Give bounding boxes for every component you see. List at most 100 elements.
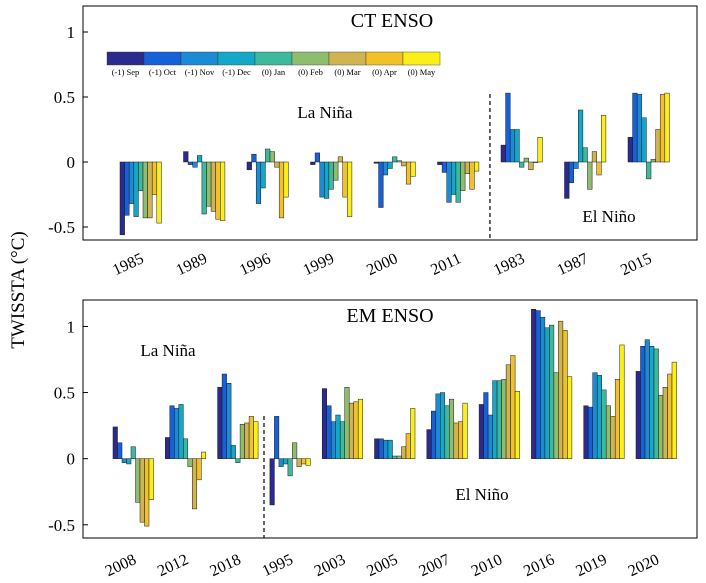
bar-2020-7 <box>662 387 668 459</box>
legend-swatch <box>106 51 145 66</box>
panel-ct-enso: -0.500.51 1985 1989 1996 1999 2000 2011 1983 19… <box>48 5 698 279</box>
bar-2008-3 <box>121 458 127 463</box>
bar-2008-5 <box>130 446 136 459</box>
bar-1999-5 <box>328 161 334 190</box>
legend-label: (0) Mar <box>334 67 360 77</box>
bar-2005-5 <box>392 455 398 459</box>
y-tick-label: 1 <box>67 23 76 42</box>
bar-2008-9 <box>148 458 154 500</box>
bar-1985-5 <box>138 161 144 191</box>
annotation-la-nina-em: La Niña <box>140 341 196 360</box>
bar-1989-2 <box>187 161 193 165</box>
bar-2000-9 <box>410 161 416 177</box>
bar-2000-5 <box>392 156 398 163</box>
bar-1999-3 <box>319 161 325 198</box>
x-tick-label: 2016 <box>521 551 557 580</box>
legend-swatch <box>180 51 219 66</box>
bar-2007-9 <box>462 402 468 459</box>
x-tick-label: 2018 <box>207 551 243 580</box>
annotation-la-nina-ct: La Niña <box>297 103 353 122</box>
bar-1996-7 <box>274 161 280 168</box>
bar-2015-2 <box>632 92 638 163</box>
bar-1983-5 <box>519 161 525 168</box>
bar-2007-3 <box>435 393 441 459</box>
panel-title-em-enso: EM ENSO <box>346 305 433 327</box>
bar-2012-9 <box>201 451 207 459</box>
bar-2011-6 <box>460 161 466 191</box>
legend-label: (0) Jan <box>262 67 286 77</box>
bar-1985-8 <box>151 161 158 195</box>
bar-1985-4 <box>133 161 139 217</box>
bar-1987-8 <box>596 161 602 176</box>
bar-2008-1 <box>112 426 118 459</box>
bar-1983-3 <box>509 129 516 163</box>
bar-2011-9 <box>474 161 480 172</box>
bar-1995-7 <box>296 458 302 467</box>
legend-label: (0) Apr <box>372 67 397 77</box>
bar-2003-3 <box>330 421 336 459</box>
bar-2018-8 <box>248 416 254 459</box>
bar-2015-5 <box>646 161 652 180</box>
bar-1996-8 <box>278 161 285 219</box>
bar-1987-6 <box>587 161 593 190</box>
bar-2016-5 <box>549 324 555 459</box>
bar-2007-5 <box>444 405 450 459</box>
bar-2003-6 <box>344 387 350 459</box>
annotation-el-nino-em: El Niño <box>455 485 508 504</box>
bar-1985-2 <box>124 161 130 216</box>
bar-2010-3 <box>487 414 493 459</box>
bars-ct-enso <box>119 92 670 236</box>
x-tick-label: 2007 <box>417 551 453 580</box>
bar-2008-8 <box>144 458 150 527</box>
bars-em-enso <box>112 309 677 527</box>
bar-1983-4 <box>514 129 520 163</box>
axes-frame-ct-enso <box>82 5 698 241</box>
bar-2015-1 <box>627 137 633 163</box>
bar-2012-7 <box>192 458 198 510</box>
bar-2007-8 <box>458 421 464 459</box>
legend-swatch <box>328 51 367 66</box>
bar-2005-9 <box>410 408 416 459</box>
bar-2011-7 <box>464 161 470 174</box>
bar-2008-4 <box>126 458 132 465</box>
bar-1987-5 <box>582 147 588 163</box>
bar-1995-4 <box>283 458 289 465</box>
bar-2018-1 <box>217 387 223 459</box>
y-tick-label: -0.5 <box>48 218 75 237</box>
bar-1996-5 <box>265 148 271 163</box>
x-tick-label: 2020 <box>626 551 662 580</box>
bar-1996-9 <box>283 161 289 198</box>
bar-2000-8 <box>405 161 412 185</box>
x-tick-label: 2015 <box>618 250 654 279</box>
bar-2018-6 <box>239 424 245 459</box>
panel-em-enso: -0.500.51 2008 2012 2018 1995 2003 2005 2007 20… <box>48 299 698 580</box>
bar-2000-2 <box>378 161 384 208</box>
bar-1983-9 <box>537 137 543 163</box>
bar-2007-1 <box>426 429 432 459</box>
bar-1995-6 <box>292 442 298 459</box>
bar-1999-1 <box>310 161 316 165</box>
x-tick-label: 1989 <box>174 250 210 279</box>
bar-2015-3 <box>636 94 643 163</box>
bar-1999-2 <box>314 152 320 163</box>
bar-1999-8 <box>342 161 348 198</box>
bar-1995-8 <box>301 458 307 465</box>
bar-2010-9 <box>514 390 520 459</box>
bar-2012-1 <box>165 437 171 459</box>
bar-1989-3 <box>192 161 198 168</box>
bar-2003-1 <box>321 388 327 459</box>
bar-1989-1 <box>183 151 189 163</box>
bar-1999-7 <box>337 156 343 163</box>
bar-2000-1 <box>373 161 379 164</box>
x-tick-label: 2011 <box>428 250 464 279</box>
bar-1985-7 <box>147 161 153 219</box>
legend-label: (0) Feb <box>298 67 323 77</box>
bar-2011-2 <box>441 161 447 173</box>
bar-2018-2 <box>221 373 227 459</box>
bar-2010-2 <box>483 392 489 459</box>
y-tick-label: 0 <box>67 450 76 469</box>
annotation-el-nino-ct: El Niño <box>582 207 635 226</box>
bar-1987-2 <box>568 161 574 184</box>
legend-swatch <box>365 51 404 66</box>
